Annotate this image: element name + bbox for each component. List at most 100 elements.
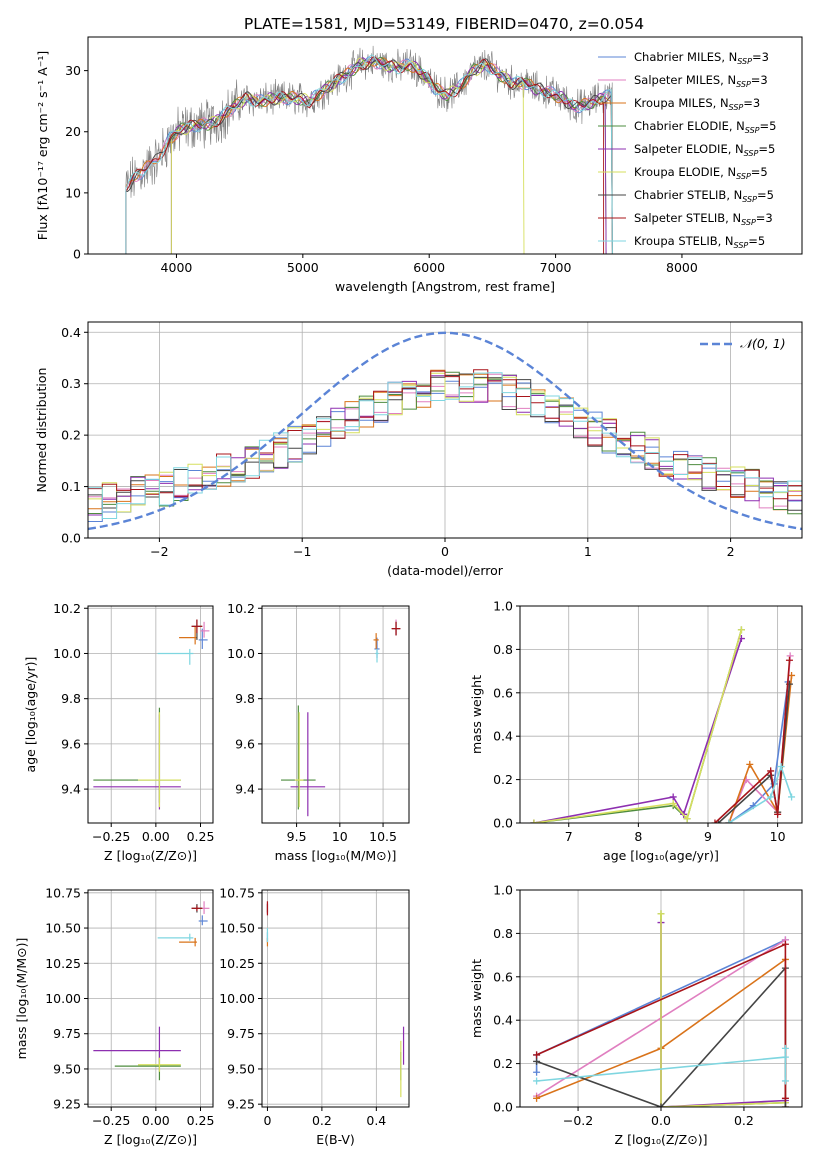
legend-label-text: Salpeter MILES, N	[634, 73, 736, 87]
plot-area-weight_vs_age	[530, 626, 796, 823]
error-bar-point	[138, 1057, 181, 1072]
model-spectrum-line	[125, 56, 605, 254]
x-axis-label: (data-model)/error	[387, 563, 504, 578]
legend-label-sub: SSP	[736, 80, 751, 89]
legend-label: Salpeter STELIB, NSSP=3	[634, 211, 773, 227]
y-tick-label: 10.0	[53, 646, 81, 661]
mass-weight-line	[728, 764, 793, 823]
y-tick-label: 9.75	[227, 1026, 255, 1041]
x-axis-label: Z [log₁₀(Z/Z⊙)]	[615, 1132, 708, 1147]
x-tick-label: 10	[332, 829, 348, 844]
x-axis-label: Z [log₁₀(Z/Z⊙)]	[104, 1132, 197, 1147]
x-axis-label: mass [log₁₀(M/M⊙)]	[275, 848, 397, 863]
y-tick-label: 0.6	[493, 969, 513, 984]
legend-label-text: Chabrier STELIB, N	[634, 188, 742, 202]
mass-weight-marker	[533, 1077, 541, 1085]
x-tick-label: 0.00	[142, 829, 170, 844]
model-spectrum-line	[125, 58, 613, 254]
legend-label-text: Chabrier ELODIE, N	[634, 119, 745, 133]
legend-label-tail: =5	[751, 165, 768, 179]
legend-label: Chabrier STELIB, NSSP=5	[634, 188, 774, 204]
observed-spectrum-line	[125, 45, 613, 254]
legend-label-tail: =3	[752, 50, 769, 64]
mass-weight-marker	[767, 793, 775, 801]
y-tick-label: 10.2	[227, 601, 255, 616]
x-tick-label: 0.00	[142, 1113, 170, 1128]
x-tick-label: 0.2	[312, 1113, 332, 1128]
mass-weight-marker	[781, 940, 789, 948]
axes-mass_vs_ebv: 0 0.2 0.4 9.25 9.50 9.75 10.00 10.25 10.50 10.75 E…	[219, 885, 410, 1147]
x-tick-label: 0	[263, 1113, 271, 1128]
legend-label-sub: SSP	[736, 172, 751, 181]
legend-label-tail: =3	[743, 96, 760, 110]
y-tick-label: 10.75	[45, 885, 81, 900]
y-tick-label: 10.75	[219, 885, 255, 900]
model-spectrum-line	[170, 57, 525, 254]
axes-age_vs_Z: −0.25 0.00 0.25 9.4 9.6 9.8 10.0 10.2 Z [log₁₀(Z…	[23, 601, 214, 863]
legend-label: Salpeter MILES, NSSP=3	[634, 73, 768, 89]
axes-frame	[87, 36, 803, 255]
x-tick-label: 9.5	[287, 829, 307, 844]
y-tick-label: 10.25	[219, 956, 255, 971]
error-bar-point	[391, 621, 401, 636]
y-tick-label: 9.50	[53, 1061, 81, 1076]
axes-frame	[87, 605, 214, 824]
error-bar-point	[191, 905, 203, 912]
mass-weight-marker	[657, 910, 665, 918]
mass-weight-line	[714, 660, 791, 823]
mass-weight-marker	[781, 1094, 789, 1102]
mass-weight-marker	[530, 819, 538, 823]
x-axis-label: Z [log₁₀(Z/Z⊙)]	[104, 848, 197, 863]
x-tick-label: −0.25	[92, 829, 130, 844]
x-tick-label: 9	[704, 829, 712, 844]
y-tick-label: 10.0	[227, 646, 255, 661]
y-tick-label: 9.8	[235, 691, 255, 706]
y-tick-label: 9.25	[53, 1097, 81, 1112]
mass-weight-line	[660, 913, 786, 1107]
y-tick-label: 0.2	[493, 772, 513, 787]
y-tick-label: 30	[65, 63, 81, 78]
mass-weight-marker	[725, 819, 733, 823]
x-tick-label: 0.0	[651, 1113, 671, 1128]
x-tick-label: −0.2	[563, 1113, 593, 1128]
mass-weight-marker	[774, 810, 782, 818]
error-bar-point	[198, 915, 208, 926]
legend-label-sub: SSP	[745, 126, 760, 135]
y-tick-label: 0.4	[61, 325, 81, 340]
y-tick-label: 9.4	[235, 782, 255, 797]
y-tick-label: 10.25	[45, 956, 81, 971]
mass-weight-marker	[711, 819, 719, 823]
y-tick-label: 1.0	[493, 599, 513, 614]
axes-frame	[261, 605, 410, 824]
mass-weight-line	[660, 913, 786, 1107]
plot-area-residuals	[88, 331, 802, 538]
mass-weight-marker	[533, 1068, 541, 1076]
x-tick-label: −2	[150, 544, 168, 559]
error-bar-point	[138, 712, 181, 808]
legend-label-tail: =5	[760, 119, 777, 133]
y-tick-label: 1.0	[493, 883, 513, 898]
mass-weight-marker	[767, 767, 775, 775]
y-tick-label: 9.6	[61, 736, 81, 751]
y-tick-label: 0.0	[493, 1100, 513, 1115]
y-tick-label: 0.6	[493, 685, 513, 700]
residual-histogram	[88, 369, 802, 538]
legend-label: Kroupa STELIB, NSSP=5	[634, 234, 765, 250]
error-bar-point	[290, 712, 326, 817]
error-bar-point	[157, 933, 194, 941]
x-tick-label: 10	[770, 829, 786, 844]
x-axis-label: age [log₁₀(age/yr)]	[603, 848, 719, 863]
model-spectrum-line	[125, 54, 613, 254]
x-tick-label: 0.2	[734, 1113, 754, 1128]
x-axis-label: E(B-V)	[316, 1132, 355, 1147]
x-tick-label: 0.25	[187, 829, 215, 844]
error-bar-point	[200, 901, 210, 914]
y-tick-label: 20	[65, 124, 81, 139]
axes-residuals: −2 −1 0 1 2 0.0 0.1 0.2 0.3 0.4 (data-model)/error…	[34, 321, 803, 578]
error-bar-point	[375, 648, 379, 663]
model-spectrum-line	[125, 59, 613, 254]
y-axis-label: age [log₁₀(age/yr)]	[23, 657, 38, 773]
axes-weight_vs_Z: −0.2 0.0 0.2 0.0 0.2 0.4 0.6 0.8 1.0 Z [log₁₀(Z/Z…	[469, 883, 803, 1147]
legend-label: Kroupa MILES, NSSP=3	[634, 96, 760, 112]
